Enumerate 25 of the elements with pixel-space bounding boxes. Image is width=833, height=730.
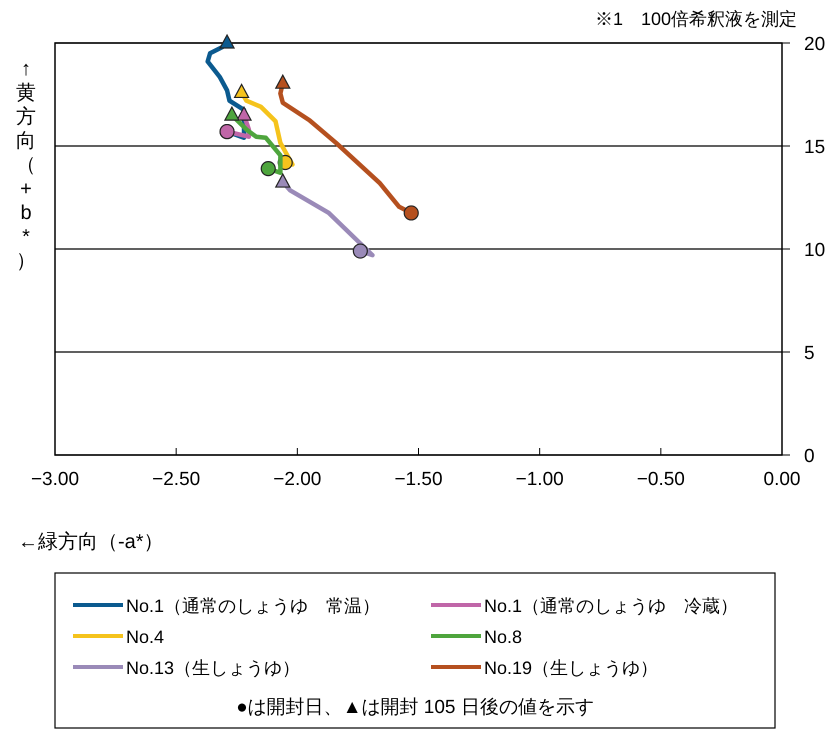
legend-label: No.1（通常のしょうゆ 常温）: [126, 596, 380, 616]
x-tick-label: −2.50: [152, 469, 200, 490]
legend-label: No.8: [484, 627, 522, 647]
legend-label: No.4: [126, 627, 164, 647]
text: ↑黄方向（+b*）: [16, 58, 36, 272]
legend-label: No.1（通常のしょうゆ 冷蔵）: [484, 596, 738, 616]
legend-label: No.19（生しょうゆ）: [484, 658, 658, 678]
y-tick-label: 15: [804, 137, 826, 158]
y-tick-label: 10: [804, 240, 826, 261]
point: [352, 243, 368, 259]
point: [404, 205, 419, 221]
y-tick-label: 20: [804, 34, 826, 55]
y-tick-label: 5: [804, 343, 815, 364]
x-axis-title: ←緑方向（-a*）: [18, 530, 164, 553]
text: ●は開封日、▲は開封 105 日後の値を示す: [236, 697, 594, 718]
x-tick-label: −0.50: [636, 469, 685, 490]
x-tick-label: 0.00: [764, 469, 800, 490]
x-tick-label: −3.00: [30, 469, 80, 490]
legend-label: No.13（生しょうゆ）: [126, 658, 300, 678]
x-tick-label: −1.50: [394, 469, 443, 490]
point: [260, 161, 276, 176]
x-tick-label: −2.00: [273, 469, 322, 490]
y-tick-label: 0: [804, 446, 815, 467]
text: ※1 100倍希釈液を測定: [594, 9, 797, 29]
x-tick-label: −1.00: [516, 469, 564, 490]
